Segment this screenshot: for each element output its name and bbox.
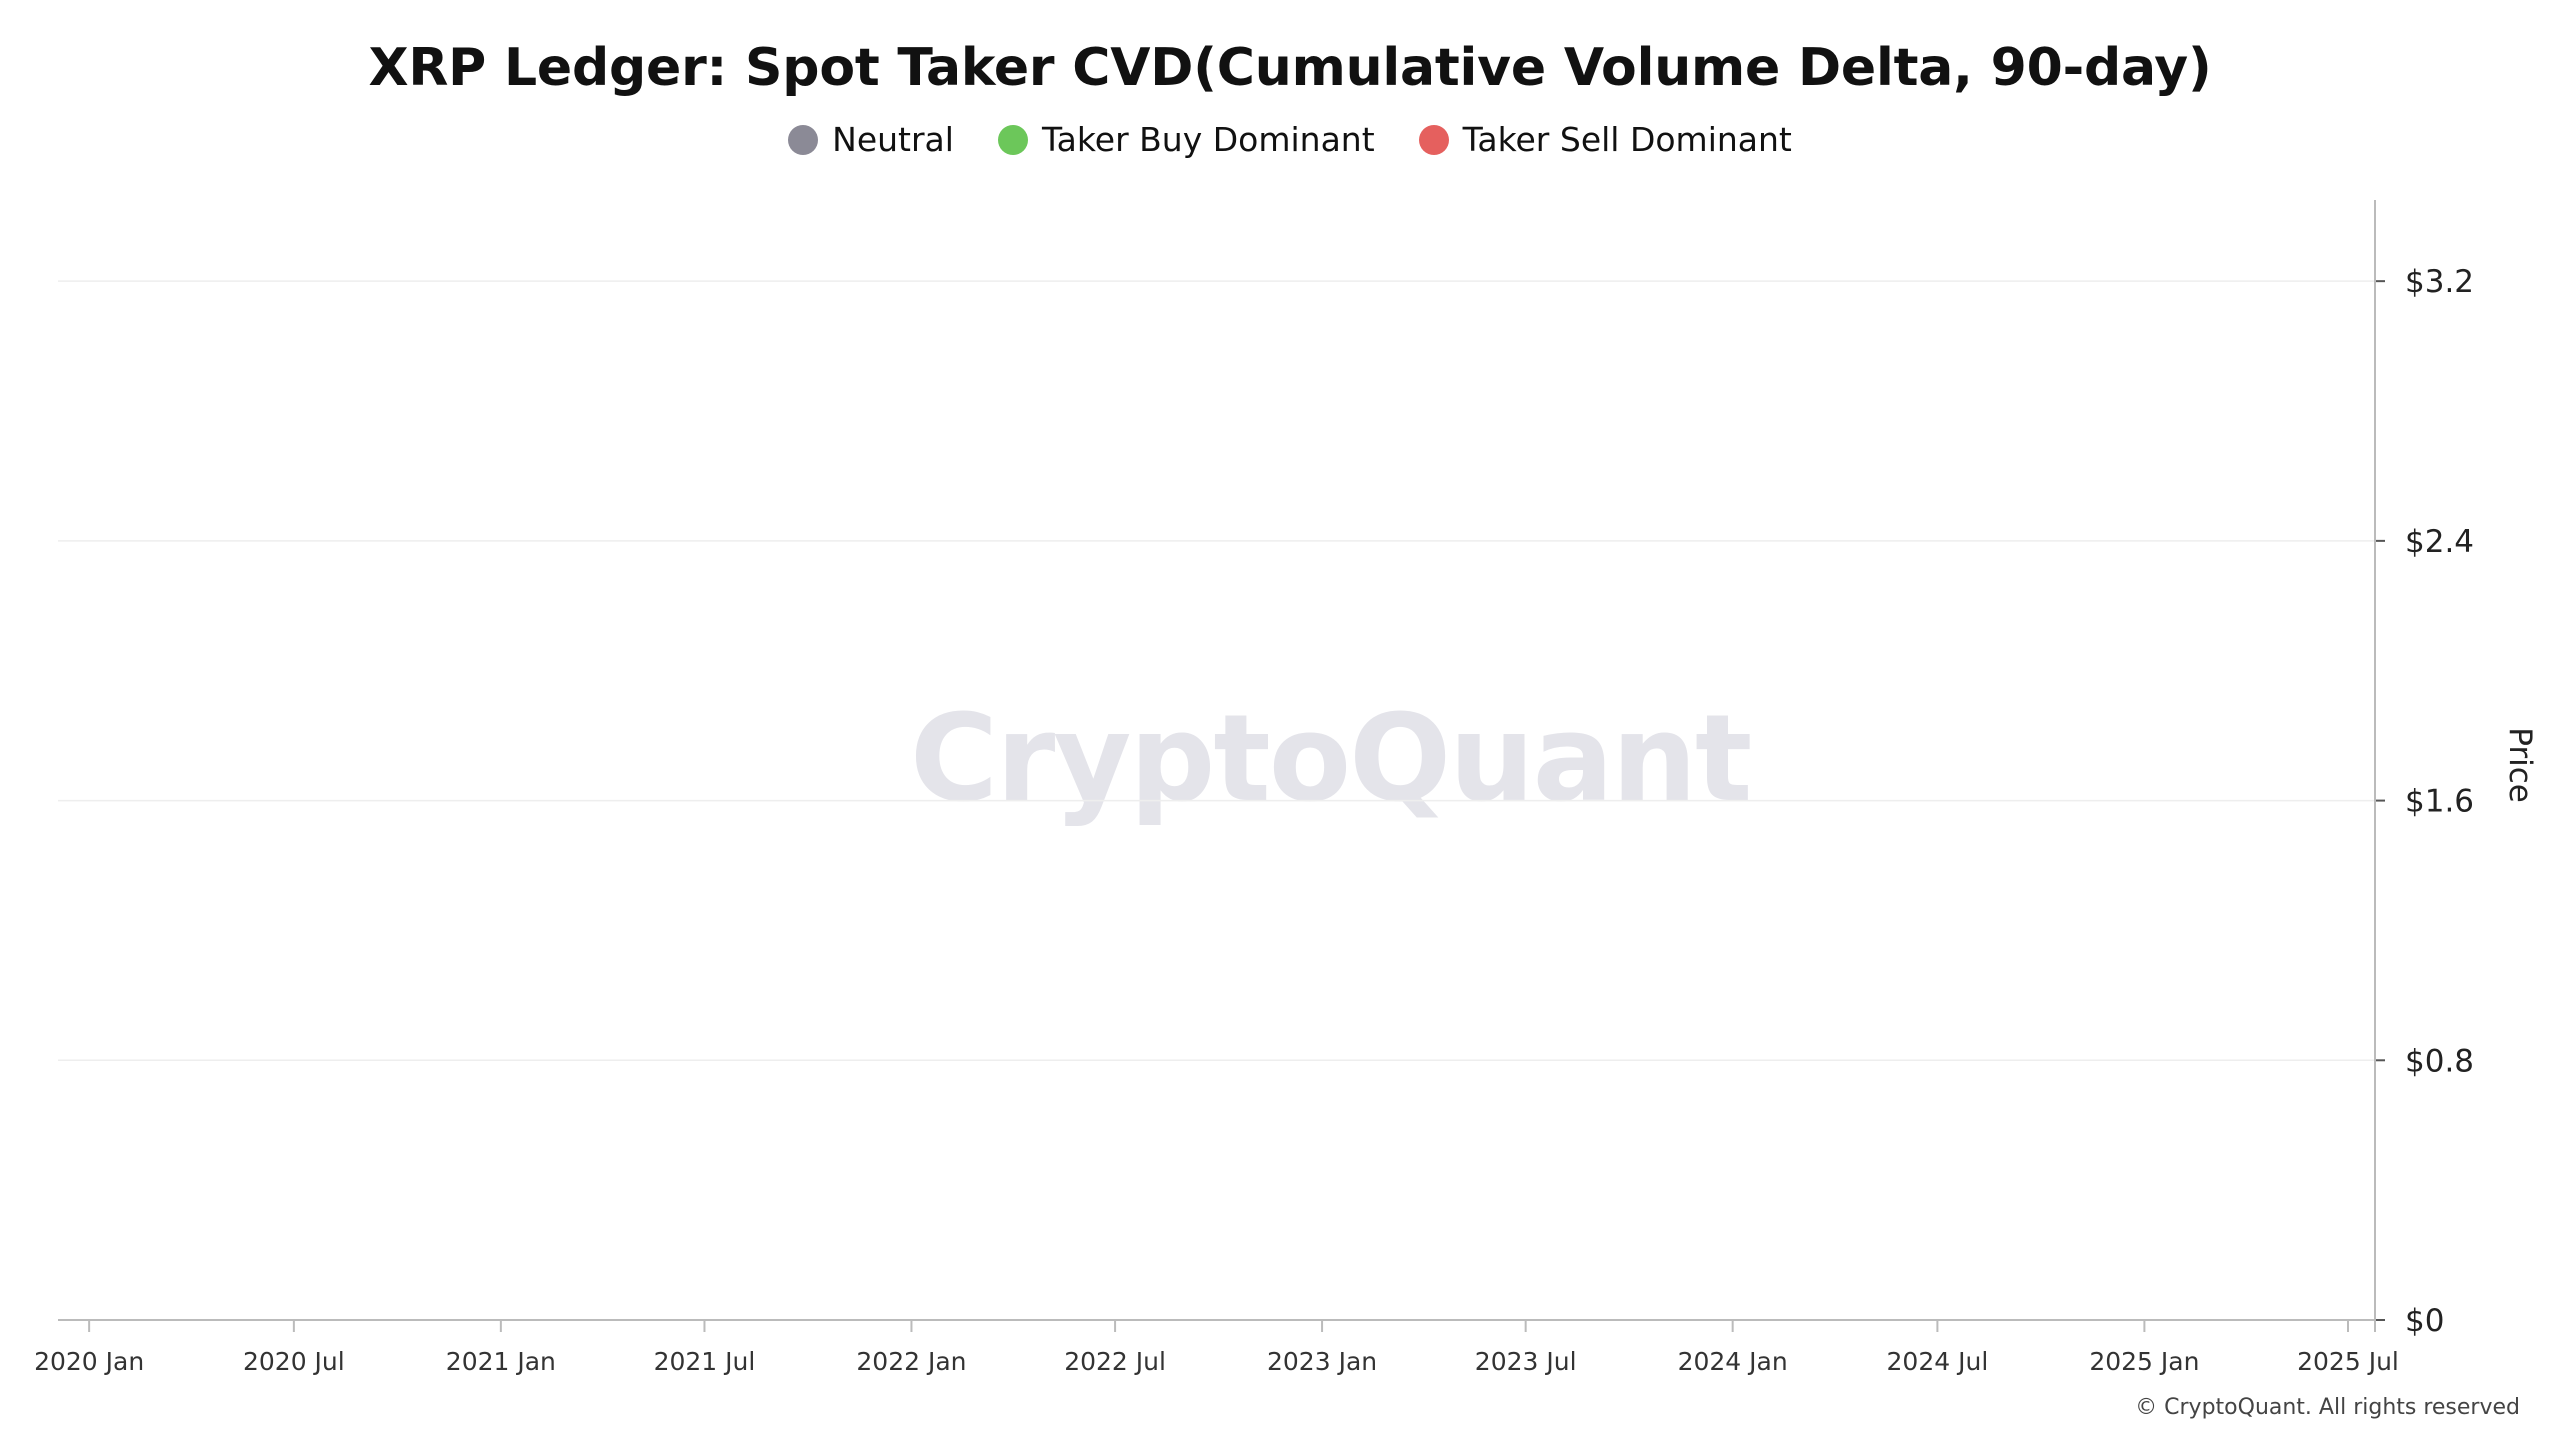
legend-dot-neutral <box>788 124 819 155</box>
x-tick-label: 2023 Jan <box>1267 1347 1377 1376</box>
x-tick-label: 2023 Jul <box>1475 1347 1577 1376</box>
legend-label-taker-sell: Taker Sell Dominant <box>1462 120 1792 159</box>
x-tick-label: 2025 Jan <box>2089 1347 2199 1376</box>
chart-legend: Neutral Taker Buy Dominant Taker Sell Do… <box>0 120 2560 159</box>
x-tick-label: 2024 Jan <box>1678 1347 1788 1376</box>
x-tick-label: 2022 Jan <box>856 1347 966 1376</box>
x-tick-label: 2020 Jan <box>34 1347 144 1376</box>
legend-item-neutral[interactable]: Neutral <box>788 120 954 159</box>
copyright-notice: © CryptoQuant. All rights reserved <box>2135 1395 2520 1420</box>
y-tick-label: $0.8 <box>2405 1043 2474 1079</box>
legend-item-taker-buy[interactable]: Taker Buy Dominant <box>997 120 1375 159</box>
x-tick-label: 2022 Jul <box>1064 1347 1166 1376</box>
legend-label-neutral: Neutral <box>832 120 954 159</box>
y-tick-label: $0 <box>2405 1303 2444 1339</box>
legend-label-taker-buy: Taker Buy Dominant <box>1041 120 1375 159</box>
x-tick-label: 2020 Jul <box>243 1347 345 1376</box>
x-tick-label: 2021 Jan <box>446 1347 556 1376</box>
x-tick-label: 2024 Jul <box>1887 1347 1989 1376</box>
legend-dot-taker-buy <box>997 124 1028 155</box>
y-tick-label: $3.2 <box>2405 264 2474 300</box>
watermark-logo: CryptoQuant <box>910 690 1752 829</box>
y-tick-label: $2.4 <box>2405 524 2474 560</box>
legend-dot-taker-sell <box>1418 124 1449 155</box>
x-tick-label: 2021 Jul <box>654 1347 756 1376</box>
legend-item-taker-sell[interactable]: Taker Sell Dominant <box>1418 120 1792 159</box>
x-tick-label: 2025 Jul <box>2297 1347 2399 1376</box>
chart-title: XRP Ledger: Spot Taker CVD(Cumulative Vo… <box>368 38 2212 98</box>
y-tick-label: $1.6 <box>2405 784 2474 820</box>
y-axis-label: Price <box>2502 727 2538 803</box>
